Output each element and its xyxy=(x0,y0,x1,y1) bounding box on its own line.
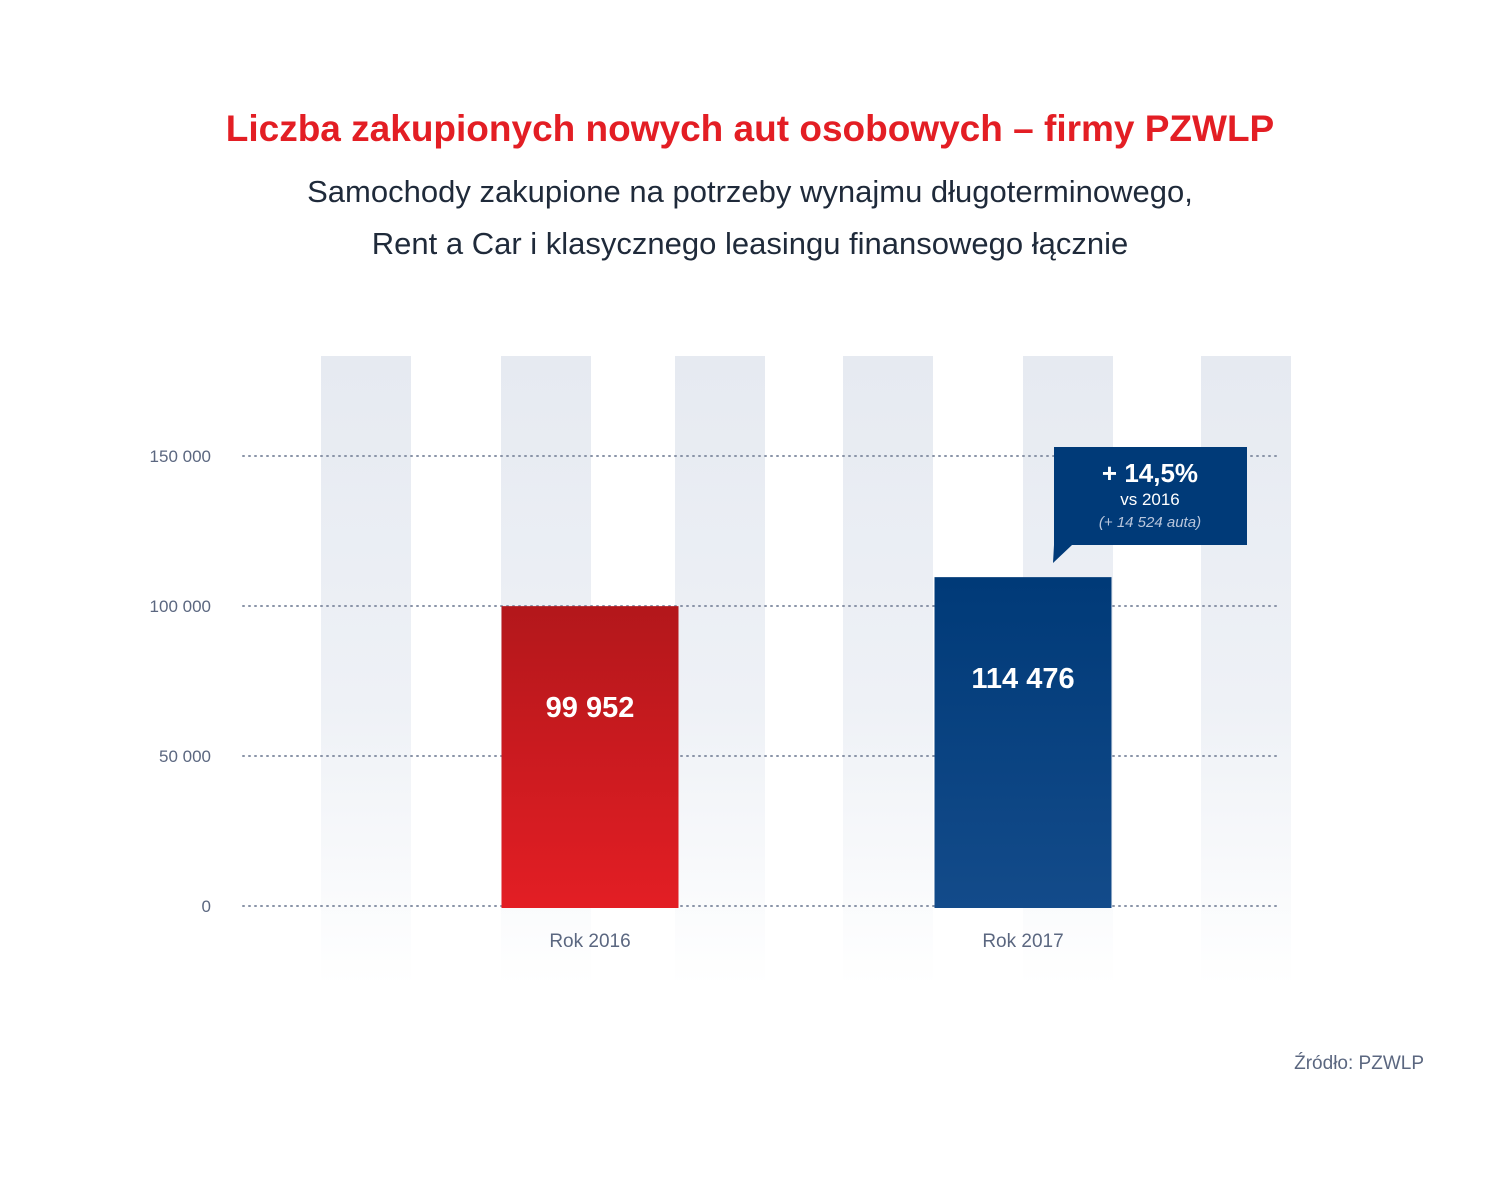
source-note: Źródło: PZWLP xyxy=(1294,1053,1424,1074)
stripe xyxy=(675,356,765,986)
bar-value-label: 114 476 xyxy=(971,663,1074,695)
x-axis-ticks: Rok 2016 Rok 2017 xyxy=(549,931,1063,952)
subtitle-line-1: Samochody zakupione na potrzeby wynajmu … xyxy=(307,174,1193,209)
y-tick-label: 0 xyxy=(202,897,211,916)
x-tick-label: Rok 2016 xyxy=(549,931,630,952)
y-tick-label: 50 000 xyxy=(159,747,211,766)
callout-box xyxy=(1053,447,1247,563)
gridlines xyxy=(242,455,1277,907)
callout-headline: + 14,5% xyxy=(1102,458,1198,488)
bar xyxy=(934,577,1112,908)
bar-value-label: 99 952 xyxy=(546,692,635,724)
callout-line-3: (+ 14 524 auta) xyxy=(1099,514,1201,531)
y-tick-label: 100 000 xyxy=(150,597,211,616)
subtitle-line-2: Rent a Car i klasycznego leasingu finans… xyxy=(371,226,1129,261)
y-axis-ticks: 0 50 000 100 000 150 000 xyxy=(150,447,211,916)
bars: 99 952 114 476 xyxy=(501,577,1112,908)
y-tick-label: 150 000 xyxy=(150,447,211,466)
change-callout: + 14,5% vs 2016 (+ 14 524 auta) xyxy=(1053,447,1247,563)
stripe xyxy=(321,356,411,986)
chart-title: Liczba zakupionych nowych aut osobowych … xyxy=(225,108,1275,149)
stripe xyxy=(843,356,933,986)
bar xyxy=(501,606,679,908)
callout-line-2: vs 2016 xyxy=(1120,490,1180,509)
chart-subtitle: Samochody zakupione na potrzeby wynajmu … xyxy=(0,166,1500,270)
x-tick-label: Rok 2017 xyxy=(982,931,1063,952)
